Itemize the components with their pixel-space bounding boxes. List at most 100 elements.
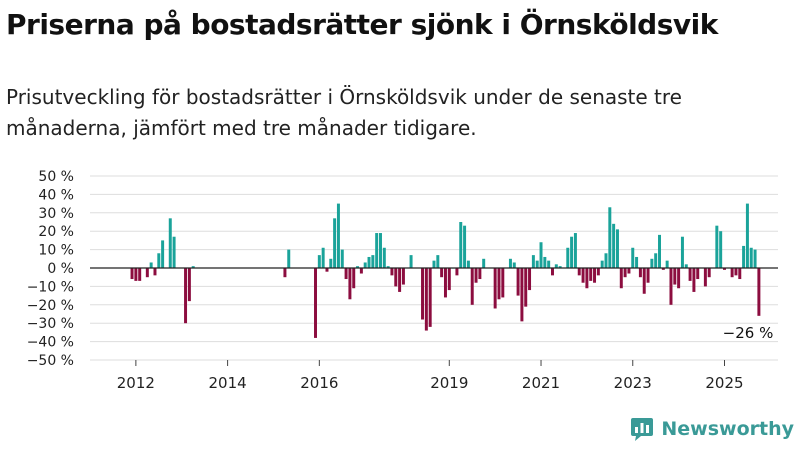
bar <box>696 268 700 280</box>
bar <box>581 268 585 283</box>
x-tick-label: 2021 <box>522 374 560 392</box>
y-tick-label: −30 % <box>27 316 74 332</box>
y-tick-label: 10 % <box>38 243 74 259</box>
bar <box>283 268 287 278</box>
bar <box>447 268 451 291</box>
bar <box>352 268 356 289</box>
brand-logo: Newsworthy <box>629 414 794 444</box>
bar <box>554 264 558 268</box>
bar <box>466 260 470 268</box>
bar <box>409 255 413 268</box>
bar <box>512 262 516 268</box>
y-tick-label: 40 % <box>38 187 74 203</box>
x-tick-label: 2019 <box>430 374 468 392</box>
bar <box>730 268 734 278</box>
x-tick-label: 2025 <box>705 374 743 392</box>
bar <box>631 247 635 268</box>
y-tick-label: −10 % <box>27 279 74 295</box>
newsworthy-logo-icon <box>631 418 654 441</box>
bar <box>638 268 642 278</box>
bar <box>375 233 379 268</box>
bar <box>753 249 757 268</box>
bar <box>677 268 681 289</box>
bar <box>547 260 551 268</box>
bar <box>379 233 382 268</box>
bar <box>642 268 646 294</box>
bar <box>325 268 329 272</box>
bar <box>386 266 390 268</box>
x-axis-ticks: 2012 2014 2016 2019 2021 2023 2025 <box>117 360 744 392</box>
bar <box>692 268 696 292</box>
bar <box>321 247 325 268</box>
bar <box>612 223 616 268</box>
bar <box>738 268 742 280</box>
bar <box>520 268 524 322</box>
bar <box>723 268 726 270</box>
bar <box>463 225 467 268</box>
bar <box>478 268 482 280</box>
bar <box>593 268 597 283</box>
bar <box>665 260 669 268</box>
bar <box>153 268 157 276</box>
bar <box>508 258 512 268</box>
bar <box>524 268 528 307</box>
x-tick-label: 2023 <box>614 374 652 392</box>
bar <box>394 268 398 287</box>
y-tick-label: −20 % <box>27 298 74 314</box>
y-tick-label: 0 % <box>47 261 74 277</box>
bar <box>749 247 753 268</box>
bar-chart: 50 % 40 % 30 % 20 % 10 % 0 % −10 % −20 % −30 % −4… <box>27 169 778 392</box>
bars <box>130 203 761 338</box>
bar <box>608 207 612 268</box>
bar <box>398 268 402 292</box>
bar <box>138 268 142 281</box>
bar <box>715 225 719 268</box>
bar <box>757 268 761 316</box>
bar <box>734 268 738 276</box>
y-tick-label: −50 % <box>27 353 74 369</box>
bar <box>600 260 604 268</box>
bar <box>635 256 639 268</box>
bar <box>669 268 673 305</box>
bar <box>401 268 405 285</box>
bar <box>474 268 478 283</box>
bar <box>363 262 367 268</box>
bar <box>528 268 532 291</box>
bar <box>589 268 593 281</box>
bar <box>382 247 386 268</box>
bar <box>440 268 444 278</box>
bar <box>287 249 291 268</box>
bar <box>604 253 608 268</box>
bar <box>168 218 172 268</box>
bar <box>367 256 371 268</box>
bar <box>615 229 619 268</box>
bar <box>742 245 746 268</box>
bar <box>497 268 501 300</box>
bar <box>531 255 535 268</box>
bar <box>673 268 677 285</box>
bar <box>573 233 577 268</box>
bar <box>184 268 188 324</box>
bar <box>516 268 520 296</box>
bar <box>566 247 570 268</box>
bar <box>432 260 436 268</box>
bar <box>336 203 340 268</box>
bar <box>551 268 554 276</box>
x-tick-label: 2012 <box>117 374 155 392</box>
bar <box>539 242 543 268</box>
bar <box>719 231 723 268</box>
bar <box>703 268 707 287</box>
bar <box>172 236 176 268</box>
bar <box>428 268 432 327</box>
bar <box>661 268 665 270</box>
bar <box>570 236 574 268</box>
bar <box>501 268 505 298</box>
chart-subtitle: Prisutveckling för bostadsrätter i Örnsk… <box>6 85 682 140</box>
y-tick-label: 30 % <box>38 206 74 222</box>
bar <box>314 268 317 338</box>
bar <box>329 258 333 268</box>
bar <box>317 255 321 268</box>
bar <box>340 249 344 268</box>
bar <box>680 236 684 268</box>
bar <box>688 268 692 281</box>
